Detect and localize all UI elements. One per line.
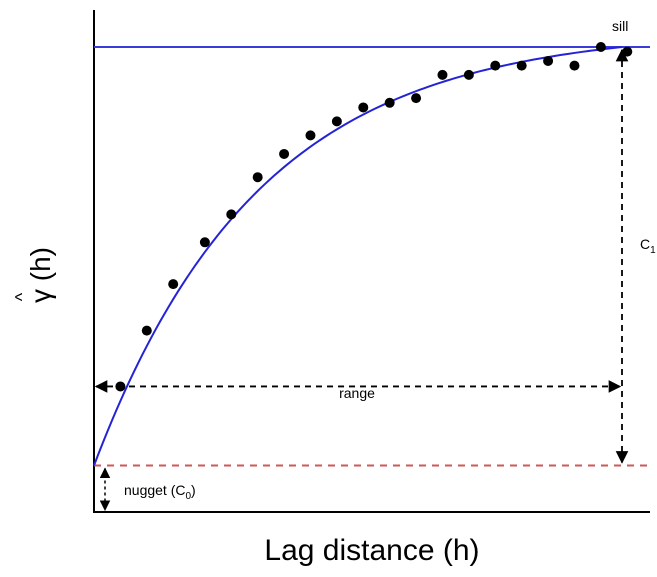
model-curve <box>93 46 623 466</box>
data-point-5 <box>226 209 237 220</box>
nugget-label-main: nugget (C <box>124 482 185 498</box>
nugget-label: nugget (C0) <box>124 482 196 502</box>
data-point-4 <box>199 237 210 248</box>
y-axis-title: γ (h) <box>25 247 56 303</box>
data-point-11 <box>384 97 395 108</box>
data-point-2 <box>141 325 152 336</box>
data-point-15 <box>490 60 501 71</box>
data-point-18 <box>569 60 580 71</box>
data-point-6 <box>252 172 263 183</box>
data-point-17 <box>543 55 554 66</box>
data-point-20 <box>622 46 633 57</box>
sill-label: sill <box>612 18 628 34</box>
data-point-8 <box>305 130 316 141</box>
data-point-12 <box>411 93 422 104</box>
x-axis-title: Lag distance (h) <box>264 534 479 567</box>
data-point-1 <box>115 381 126 392</box>
c1-label: C1 <box>640 236 656 256</box>
c1-label-sub: 1 <box>650 245 656 256</box>
c1-label-main: C <box>640 236 650 252</box>
data-point-19 <box>595 42 606 52</box>
data-point-14 <box>463 69 474 80</box>
data-point-10 <box>358 102 369 113</box>
data-point-9 <box>331 116 342 127</box>
data-points <box>115 42 633 392</box>
data-point-13 <box>437 69 448 80</box>
nugget-label-sub: 0 <box>185 491 191 502</box>
y-axis-title-hat: ^ <box>12 292 32 301</box>
y-axis-title-group: γ (h) ^ <box>12 247 56 303</box>
range-label: range <box>339 385 375 401</box>
data-point-7 <box>279 148 290 159</box>
nugget-label-close: ) <box>191 482 196 498</box>
data-point-16 <box>516 60 527 71</box>
data-point-3 <box>168 279 179 290</box>
